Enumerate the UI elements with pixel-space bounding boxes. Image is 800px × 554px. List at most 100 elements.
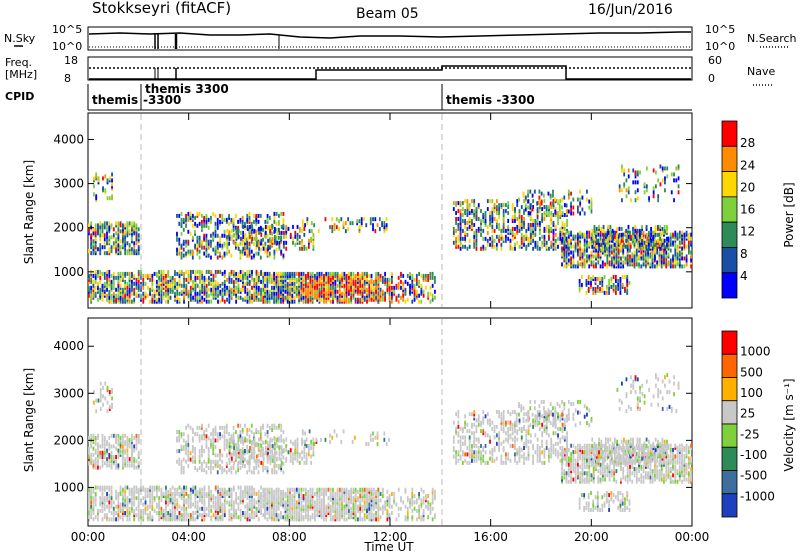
- range-gate-cell: [223, 491, 226, 496]
- range-gate-cell: [180, 221, 183, 226]
- range-gate-cell: [632, 226, 634, 231]
- range-gate-cell: [572, 205, 575, 210]
- range-gate-cell: [203, 215, 206, 220]
- range-gate-cell: [88, 511, 90, 515]
- range-gate-cell: [131, 237, 133, 242]
- range-gate-cell: [266, 487, 269, 492]
- range-gate-cell: [664, 188, 666, 193]
- range-gate-cell: [268, 515, 271, 520]
- range-gate-cell: [427, 277, 430, 282]
- range-gate-cell: [153, 508, 156, 513]
- range-gate-cell: [239, 496, 242, 501]
- range-gate-cell: [255, 275, 258, 280]
- range-gate-cell: [142, 502, 145, 507]
- velocity-scatter-cells: [88, 373, 693, 522]
- range-gate-cell: [169, 494, 172, 499]
- range-gate-cell: [149, 513, 151, 518]
- range-gate-cell: [94, 223, 97, 228]
- range-gate-cell: [538, 189, 541, 194]
- range-gate-cell: [239, 269, 242, 274]
- range-gate-cell: [527, 222, 530, 227]
- range-gate-cell: [298, 506, 300, 511]
- range-gate-cell: [246, 489, 249, 494]
- range-gate-cell: [344, 221, 347, 226]
- range-gate-cell: [88, 491, 90, 496]
- range-gate-cell: [205, 283, 208, 288]
- range-gate-cell: [103, 487, 106, 492]
- range-gate-cell: [541, 244, 544, 249]
- range-gate-cell: [237, 225, 240, 230]
- range-gate-cell: [352, 515, 355, 520]
- range-gate-cell: [468, 238, 471, 243]
- range-gate-cell: [108, 494, 111, 499]
- range-gate-cell: [124, 235, 127, 240]
- range-gate-cell: [250, 239, 253, 244]
- range-gate-cell: [92, 489, 95, 494]
- range-gate-cell: [248, 498, 251, 503]
- range-gate-cell: [320, 487, 323, 492]
- range-gate-cell: [214, 229, 217, 234]
- range-gate-cell: [617, 264, 620, 269]
- range-gate-cell: [570, 207, 572, 212]
- range-gate-cell: [275, 515, 278, 520]
- range-gate-cell: [165, 517, 167, 522]
- range-gate-cell: [642, 254, 645, 259]
- range-gate-cell: [208, 500, 210, 505]
- range-gate-cell: [221, 243, 224, 248]
- range-gate-cell: [331, 225, 334, 230]
- range-gate-cell: [415, 289, 418, 294]
- range-gate-cell: [329, 225, 331, 230]
- range-gate-cell: [278, 244, 281, 249]
- range-gate-cell: [429, 285, 432, 290]
- range-gate-cell: [565, 236, 568, 241]
- range-gate-cell: [110, 511, 113, 515]
- range-gate-cell: [117, 504, 120, 509]
- range-gate-cell: [277, 487, 280, 492]
- range-gate-cell: [266, 506, 269, 511]
- range-gate-cell: [543, 193, 545, 198]
- range-gate-cell: [246, 241, 249, 246]
- range-gate-cell: [266, 233, 269, 238]
- range-gate-cell: [264, 494, 266, 499]
- range-gate-cell: [657, 224, 659, 229]
- range-gate-cell: [257, 496, 260, 501]
- range-gate-cell: [345, 273, 348, 278]
- range-gate-cell: [579, 211, 582, 216]
- range-gate-cell: [473, 203, 476, 208]
- range-gate-cell: [434, 289, 436, 294]
- range-gate-cell: [397, 275, 400, 280]
- range-gate-cell: [664, 166, 666, 171]
- range-gate-cell: [482, 213, 485, 218]
- range-gate-cell: [306, 221, 309, 226]
- range-gate-cell: [128, 221, 131, 226]
- range-gate-cell: [235, 491, 238, 496]
- range-gate-cell: [664, 180, 666, 185]
- range-gate-cell: [329, 271, 332, 276]
- range-gate-cell: [251, 293, 253, 298]
- range-gate-cell: [115, 496, 117, 501]
- range-gate-cell: [600, 246, 603, 251]
- range-gate-cell: [323, 498, 325, 503]
- range-gate-cell: [366, 277, 368, 282]
- range-gate-cell: [644, 256, 647, 261]
- range-gate-cell: [258, 240, 260, 245]
- range-gate-cell: [176, 491, 179, 496]
- range-gate-cell: [464, 218, 467, 223]
- range-gate-cell: [302, 494, 305, 499]
- range-gate-cell: [347, 496, 350, 501]
- range-gate-cell: [248, 295, 251, 300]
- range-gate-cell: [621, 188, 623, 193]
- range-gate-cell: [336, 511, 339, 515]
- range-gate-cell: [570, 250, 572, 255]
- range-gate-cell: [325, 287, 328, 292]
- range-gate-cell: [552, 201, 554, 206]
- range-gate-cell: [636, 228, 639, 233]
- range-gate-cell: [471, 218, 473, 223]
- range-gate-cell: [687, 236, 690, 241]
- range-gate-cell: [182, 217, 185, 222]
- range-gate-cell: [196, 211, 199, 216]
- range-gate-cell: [128, 513, 131, 518]
- range-gate-cell: [534, 232, 537, 237]
- range-gate-cell: [570, 238, 572, 243]
- range-gate-cell: [316, 506, 319, 511]
